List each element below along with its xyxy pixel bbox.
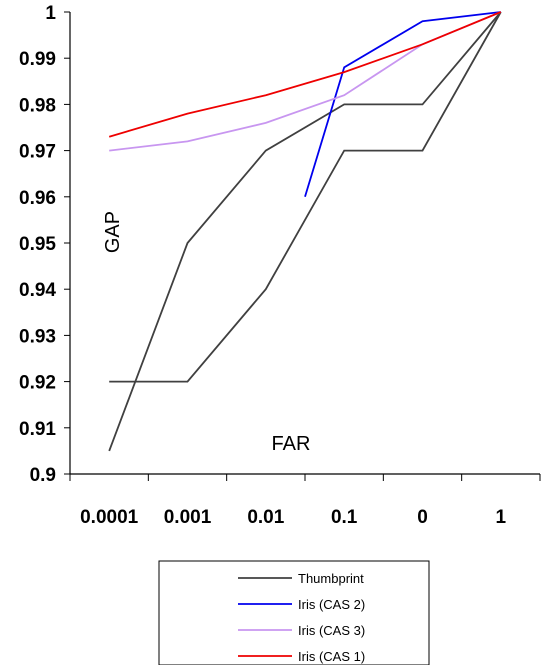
legend-label: Iris (CAS 1) [298, 649, 365, 664]
x-axis-title: FAR [272, 433, 311, 455]
x-tick-label: 1 [496, 507, 507, 528]
y-tick-label: 0.97 [19, 142, 56, 163]
legend-label: Thumbprint [298, 571, 364, 586]
y-tick-label: 0.98 [19, 95, 56, 116]
y-tick-label: 0.9 [30, 465, 56, 486]
series-layer [108, 11, 502, 452]
series-line-thumbprint-lower [108, 11, 502, 452]
legend-items: Thumbprint Iris (CAS 2) Iris (CAS 3) Iris (… [238, 571, 365, 664]
series-line-iris-cas-2 [304, 11, 501, 198]
series-line-iris-cas-1 [108, 11, 502, 138]
x-tick-label: 0.0001 [80, 507, 139, 528]
x-tick-label: 0.01 [247, 507, 284, 528]
y-tick-label: 1 [45, 3, 56, 24]
legend-label: Iris (CAS 2) [298, 597, 365, 612]
series-line-thumbprint [109, 11, 502, 383]
y-tick-label: 0.93 [19, 326, 56, 347]
x-tick-label: 0.001 [164, 507, 212, 528]
legend: Thumbprint Iris (CAS 2) Iris (CAS 3) Iris (… [158, 560, 430, 665]
y-tick-label: 0.96 [19, 188, 56, 209]
x-ticks: 0.0001 0.001 0.01 0.1 0 1 [69, 474, 541, 528]
x-tick-label: 0 [417, 507, 428, 528]
y-axis-title: GAP [102, 211, 124, 253]
x-tick-label: 0.1 [331, 507, 358, 528]
y-tick-label: 0.91 [19, 419, 56, 440]
y-tick-label: 0.95 [19, 234, 56, 255]
legend-label: Iris (CAS 3) [298, 623, 365, 638]
y-tick-label: 0.94 [19, 280, 56, 301]
y-tick-label: 0.99 [19, 49, 56, 70]
legend-box [158, 560, 430, 665]
y-ticks: 0.9 0.91 0.92 0.93 0.94 0.95 0.96 0.97 0.98 0.99 1 [19, 3, 70, 486]
y-tick-label: 0.92 [19, 373, 56, 394]
